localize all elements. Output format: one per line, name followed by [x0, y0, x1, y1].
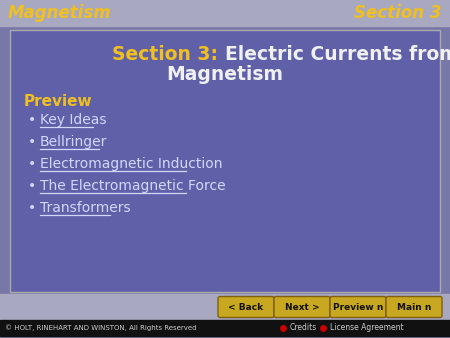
Bar: [0, 320, 450, 336]
FancyBboxPatch shape: [330, 296, 386, 317]
Text: •: •: [28, 179, 36, 193]
FancyBboxPatch shape: [274, 296, 330, 317]
Text: •: •: [28, 157, 36, 171]
Text: Bellringer: Bellringer: [40, 135, 108, 149]
Text: The Electromagnetic Force: The Electromagnetic Force: [40, 179, 225, 193]
Text: Electric Currents from: Electric Currents from: [225, 46, 450, 65]
FancyBboxPatch shape: [218, 296, 274, 317]
Text: Preview: Preview: [24, 95, 93, 110]
Text: Key Ideas: Key Ideas: [40, 113, 107, 127]
Text: •: •: [28, 201, 36, 215]
Text: Main n: Main n: [397, 303, 431, 312]
Text: Magnetism: Magnetism: [8, 4, 112, 22]
Text: Electromagnetic Induction: Electromagnetic Induction: [40, 157, 222, 171]
Bar: [0, 0, 450, 26]
Text: Section 3: Section 3: [355, 4, 442, 22]
FancyBboxPatch shape: [386, 296, 442, 317]
Text: License Agreement: License Agreement: [330, 323, 404, 333]
Text: © HOLT, RINEHART AND WINSTON, All Rights Reserved: © HOLT, RINEHART AND WINSTON, All Rights…: [5, 325, 197, 331]
Text: Preview n: Preview n: [333, 303, 383, 312]
Text: Section 3:: Section 3:: [112, 46, 225, 65]
Text: Transformers: Transformers: [40, 201, 130, 215]
Text: < Back: < Back: [229, 303, 264, 312]
Bar: [0, 294, 450, 320]
Text: Next >: Next >: [285, 303, 320, 312]
Text: •: •: [28, 113, 36, 127]
FancyBboxPatch shape: [10, 30, 440, 292]
Text: Credits: Credits: [290, 323, 317, 333]
Text: •: •: [28, 135, 36, 149]
Text: Magnetism: Magnetism: [166, 66, 284, 84]
